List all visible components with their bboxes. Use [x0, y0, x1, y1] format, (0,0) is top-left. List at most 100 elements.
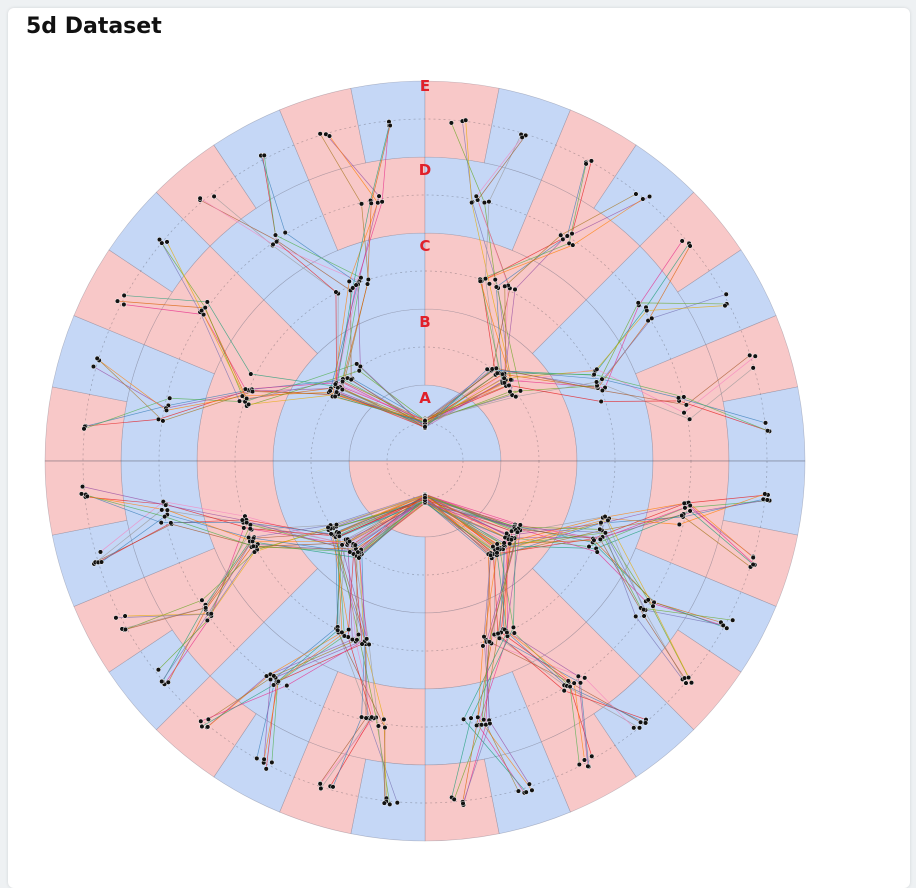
- data-point-E: [97, 549, 104, 555]
- data-point-D: [461, 716, 467, 722]
- data-point-B: [336, 533, 342, 539]
- data-point-E: [113, 615, 119, 621]
- data-point-E: [387, 801, 393, 807]
- data-point-D: [199, 308, 205, 314]
- data-point-E: [121, 292, 127, 299]
- data-point-D: [474, 722, 480, 728]
- data-point-C: [486, 639, 493, 645]
- data-point-E: [460, 800, 466, 806]
- ring-E-sector: [593, 144, 695, 247]
- grid-circle-B: [310, 346, 540, 576]
- data-point-C: [492, 277, 498, 283]
- data-point-D: [159, 507, 165, 513]
- data-point-C: [602, 530, 608, 536]
- data-point-E: [688, 680, 695, 686]
- data-point-B: [501, 380, 507, 386]
- data-point-C: [350, 285, 356, 291]
- axis-labels: A B C D E: [419, 77, 431, 407]
- data-point-E: [750, 365, 756, 371]
- data-point-C: [355, 631, 362, 638]
- data-point-E: [205, 724, 211, 730]
- data-point-C: [512, 286, 518, 292]
- ring-E-sector: [73, 576, 173, 673]
- data-point-B: [501, 540, 507, 546]
- data-point-D: [162, 514, 168, 520]
- data-point-B: [504, 530, 510, 537]
- data-point-D: [650, 603, 656, 609]
- data-point-E: [576, 761, 582, 768]
- data-point-D: [633, 613, 639, 619]
- data-point-B: [506, 382, 512, 388]
- data-point-E: [330, 784, 336, 790]
- data-point-C: [241, 525, 247, 531]
- ring-D-sector: [209, 179, 339, 301]
- data-point-E: [387, 122, 393, 129]
- data-point-C: [346, 278, 352, 284]
- data-point-E: [84, 493, 90, 499]
- data-point-C: [599, 376, 605, 382]
- data-point-D: [160, 418, 166, 424]
- data-point-B: [332, 393, 338, 400]
- data-point-E: [164, 239, 170, 245]
- data-point-D: [679, 513, 685, 519]
- data-point-C: [591, 537, 597, 543]
- data-point-E: [631, 725, 637, 731]
- axis-label-C: C: [419, 237, 430, 255]
- data-point-E: [198, 718, 204, 724]
- data-point-D: [164, 407, 170, 413]
- data-point-A: [422, 424, 428, 430]
- data-point-C: [335, 627, 341, 633]
- data-point-B: [494, 550, 500, 556]
- data-point-E: [762, 491, 768, 497]
- data-point-D: [561, 688, 567, 694]
- data-point-C: [244, 520, 250, 526]
- data-point-C: [251, 549, 258, 555]
- axis-label-B: B: [419, 313, 430, 331]
- ring-C-sector: [424, 232, 587, 354]
- ring-E-sector: [639, 629, 742, 731]
- data-point-B: [494, 541, 500, 547]
- data-point-E: [723, 291, 729, 297]
- data-point-C: [605, 517, 611, 523]
- data-point-D: [379, 199, 385, 205]
- data-point-C: [366, 641, 372, 648]
- data-point-C: [598, 398, 604, 405]
- data-point-D: [570, 242, 576, 248]
- ring-C-sector: [263, 568, 426, 690]
- data-point-D: [274, 239, 280, 245]
- data-point-C: [495, 630, 501, 637]
- data-point-C: [346, 627, 352, 633]
- data-point-C: [247, 526, 253, 532]
- data-point-C: [250, 538, 256, 544]
- data-point-C: [354, 637, 360, 643]
- data-point-D: [359, 714, 365, 720]
- data-point-D: [486, 199, 492, 205]
- data-point-E: [463, 117, 469, 123]
- data-point-C: [242, 386, 249, 392]
- data-point-E: [122, 613, 128, 619]
- data-point-C: [358, 275, 364, 281]
- data-point-D: [375, 723, 381, 729]
- data-point-B: [334, 389, 340, 395]
- data-point-D: [363, 715, 369, 721]
- data-point-D: [569, 231, 575, 237]
- data-point-C: [477, 278, 483, 284]
- data-point-E: [155, 667, 161, 673]
- data-point-D: [381, 716, 387, 722]
- data-point-E: [159, 678, 165, 685]
- data-point-E: [640, 196, 646, 202]
- data-point-D: [204, 617, 210, 624]
- data-point-B: [356, 368, 362, 374]
- data-point-C: [594, 549, 600, 555]
- data-point-D: [284, 683, 290, 689]
- data-point-E: [519, 134, 525, 140]
- data-point-E: [317, 131, 323, 137]
- ring-E-sector: [213, 109, 310, 209]
- data-point-D: [571, 680, 577, 686]
- data-point-B: [508, 377, 514, 383]
- data-point-D: [163, 502, 169, 508]
- data-point-D: [202, 305, 208, 311]
- data-point-D: [368, 200, 374, 206]
- data-point-E: [750, 554, 756, 561]
- data-point-C: [480, 643, 486, 649]
